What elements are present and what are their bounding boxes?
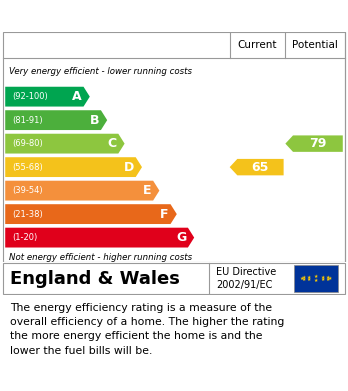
Text: (92-100): (92-100): [12, 92, 48, 101]
Polygon shape: [5, 110, 107, 130]
Polygon shape: [5, 134, 125, 154]
Text: ★: ★: [301, 275, 306, 280]
Text: ★: ★: [314, 278, 318, 283]
Text: (55-68): (55-68): [12, 163, 43, 172]
Text: ★: ★: [321, 277, 325, 282]
Text: ★: ★: [328, 276, 332, 281]
Text: Very energy efficient - lower running costs: Very energy efficient - lower running co…: [9, 66, 192, 75]
Text: ★: ★: [321, 274, 325, 280]
Polygon shape: [230, 159, 284, 175]
Text: ★: ★: [314, 274, 318, 280]
Text: Potential: Potential: [292, 40, 338, 50]
Text: G: G: [176, 231, 186, 244]
Text: (1-20): (1-20): [12, 233, 38, 242]
Text: Not energy efficient - higher running costs: Not energy efficient - higher running co…: [9, 253, 192, 262]
Text: E: E: [143, 184, 151, 197]
Text: Current: Current: [238, 40, 277, 50]
Polygon shape: [5, 204, 177, 224]
Text: ★: ★: [307, 277, 311, 282]
Text: F: F: [160, 208, 169, 221]
Polygon shape: [5, 87, 90, 107]
Polygon shape: [285, 135, 343, 152]
Polygon shape: [5, 157, 142, 177]
Text: The energy efficiency rating is a measure of the
overall efficiency of a home. T: The energy efficiency rating is a measur…: [10, 303, 285, 356]
Text: A: A: [72, 90, 82, 103]
Text: 65: 65: [252, 161, 269, 174]
Text: (39-54): (39-54): [12, 186, 43, 195]
Text: ★: ★: [299, 276, 304, 281]
Text: B: B: [90, 114, 99, 127]
Text: (69-80): (69-80): [12, 139, 43, 148]
Text: ★: ★: [307, 274, 311, 280]
Text: EU Directive
2002/91/EC: EU Directive 2002/91/EC: [216, 267, 276, 290]
Bar: [294, 265, 338, 292]
Text: D: D: [124, 161, 134, 174]
Text: ★: ★: [326, 275, 330, 280]
Text: ★: ★: [301, 277, 306, 282]
Text: 79: 79: [309, 137, 326, 150]
Polygon shape: [5, 181, 159, 201]
Text: C: C: [108, 137, 117, 150]
Text: (21-38): (21-38): [12, 210, 43, 219]
Text: Energy Efficiency Rating: Energy Efficiency Rating: [10, 8, 258, 26]
Polygon shape: [5, 228, 194, 248]
Text: ★: ★: [326, 277, 330, 282]
Text: England & Wales: England & Wales: [10, 269, 180, 287]
Text: (81-91): (81-91): [12, 116, 43, 125]
